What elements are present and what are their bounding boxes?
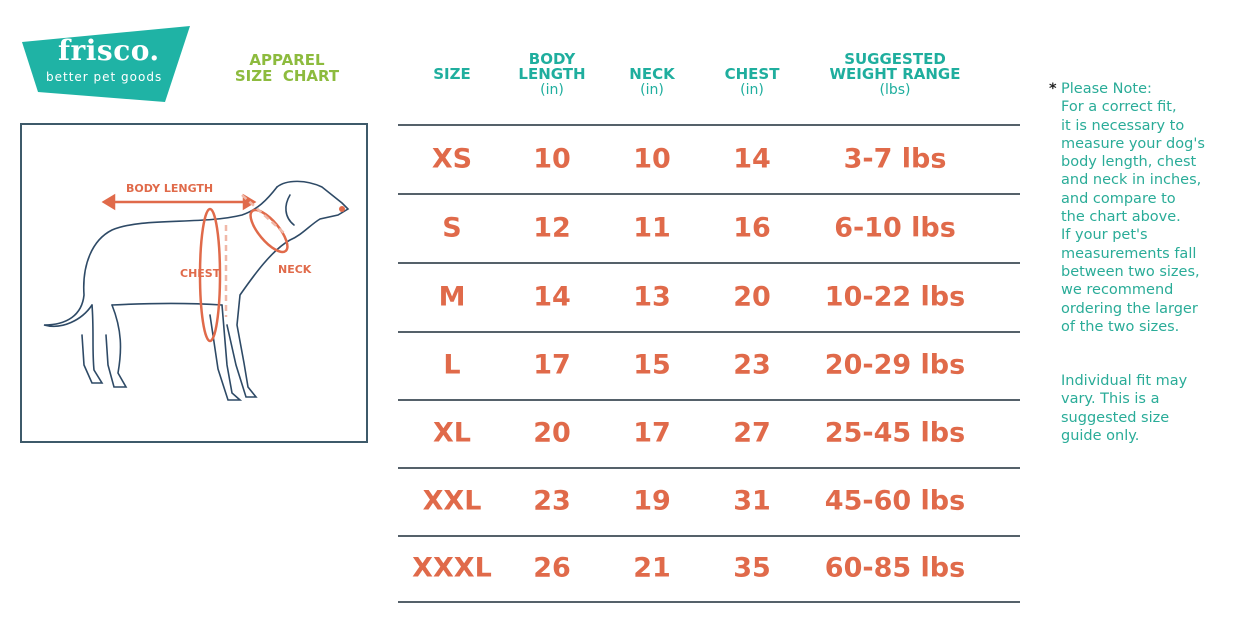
column-header: NECK (in) xyxy=(629,67,674,98)
size-cell: M xyxy=(438,281,466,312)
body-length-cell: 12 xyxy=(533,212,571,243)
row-divider xyxy=(398,262,1020,264)
header-unit: (lbs) xyxy=(879,82,911,98)
header-label: NECK xyxy=(629,65,675,83)
column-header: BODY LENGTH (in) xyxy=(518,52,585,98)
neck-cell: 19 xyxy=(633,485,671,517)
dog-measurement-diagram: BODY LENGTH CHEST NECK xyxy=(20,123,368,443)
header-label: WEIGHT RANGE xyxy=(829,65,961,83)
header-label: BODY xyxy=(528,50,576,68)
weight-range-cell: 45-60 lbs xyxy=(824,485,966,517)
note-line: and compare to xyxy=(1061,190,1176,207)
row-divider xyxy=(398,467,1020,469)
body-length-cell: 17 xyxy=(533,349,571,381)
chest-cell: 35 xyxy=(733,552,771,584)
fit-note: * Please Note: For a correct fit, it is n… xyxy=(1049,80,1241,445)
size-cell: XXL xyxy=(422,485,482,517)
column-header: CHEST (in) xyxy=(725,67,780,98)
neck-cell: 17 xyxy=(633,417,671,449)
column-header: SIZE xyxy=(433,67,471,82)
row-divider xyxy=(398,193,1020,195)
header-unit: (in) xyxy=(740,82,764,98)
chart-title: APPAREL SIZE CHART xyxy=(224,52,350,84)
brand-name: frisco. xyxy=(58,34,160,67)
note-line: and neck in inches, xyxy=(1061,172,1202,189)
neck-cell: 15 xyxy=(633,349,671,381)
chest-cell: 20 xyxy=(733,281,771,312)
row-divider xyxy=(398,535,1020,537)
chest-cell: 27 xyxy=(733,417,771,449)
dog-illustration xyxy=(43,180,350,401)
note-line: between two sizes, xyxy=(1061,263,1200,280)
asterisk: * xyxy=(1049,81,1057,97)
chest-label: CHEST xyxy=(180,267,221,280)
chest-cell: 31 xyxy=(733,485,771,517)
header-unit: (in) xyxy=(540,82,564,98)
chest-cell: 14 xyxy=(733,143,771,174)
note-line: suggested size xyxy=(1061,409,1170,426)
neck-label: NECK xyxy=(278,263,312,276)
note-line: of the two sizes. xyxy=(1061,318,1180,335)
weight-range-cell: 6-10 lbs xyxy=(834,212,956,243)
note-line: it is necessary to xyxy=(1061,117,1185,134)
header-label: LENGTH xyxy=(518,65,586,83)
body-length-cell: 26 xyxy=(533,552,571,584)
row-divider xyxy=(398,399,1020,401)
neck-cell: 10 xyxy=(633,143,671,174)
note-line: the chart above. xyxy=(1061,209,1181,226)
body-length-cell: 10 xyxy=(533,143,571,174)
neck-cell: 21 xyxy=(633,552,671,584)
size-cell: S xyxy=(442,212,462,243)
weight-range-cell: 20-29 lbs xyxy=(824,349,966,381)
title-line-2: SIZE CHART xyxy=(234,67,340,85)
row-divider xyxy=(398,331,1020,333)
frisco-logo: frisco. better pet goods xyxy=(20,26,202,102)
weight-range-cell: 25-45 lbs xyxy=(824,417,966,449)
size-cell: XXXL xyxy=(412,552,492,584)
weight-range-cell: 10-22 lbs xyxy=(824,281,966,312)
size-cell: XS xyxy=(431,143,473,174)
weight-range-cell: 3-7 lbs xyxy=(843,143,947,174)
size-cell: L xyxy=(443,349,461,381)
body-length-cell: 20 xyxy=(533,417,571,449)
note-line: Individual fit may xyxy=(1061,373,1188,390)
header-label: CHEST xyxy=(724,65,780,83)
body-length-cell: 14 xyxy=(533,281,571,312)
row-divider xyxy=(398,124,1020,126)
note-line: ordering the larger xyxy=(1061,300,1198,317)
note-line: measure your dog's xyxy=(1061,135,1205,152)
body-length-label: BODY LENGTH xyxy=(126,182,214,195)
size-cell: XL xyxy=(432,417,472,449)
note-heading: Please Note: xyxy=(1061,81,1152,97)
weight-range-cell: 60-85 lbs xyxy=(824,552,966,584)
header-unit: (in) xyxy=(640,82,664,98)
body-length-cell: 23 xyxy=(533,485,571,517)
note-line: vary. This is a xyxy=(1061,391,1160,408)
brand-tagline: better pet goods xyxy=(46,70,163,84)
title-line-1: APPAREL xyxy=(249,51,325,69)
neck-cell: 11 xyxy=(633,212,671,243)
neck-cell: 13 xyxy=(633,281,671,312)
note-line: For a correct fit, xyxy=(1061,99,1177,116)
chest-cell: 16 xyxy=(733,212,771,243)
column-header: SUGGESTED WEIGHT RANGE (lbs) xyxy=(830,52,961,98)
row-divider xyxy=(398,601,1020,603)
header-label: SIZE xyxy=(433,65,471,83)
note-line: body length, chest xyxy=(1061,154,1197,171)
note-line: guide only. xyxy=(1061,428,1140,445)
note-line: we recommend xyxy=(1061,282,1174,299)
header-label: SUGGESTED xyxy=(844,50,946,68)
note-line: measurements fall xyxy=(1061,245,1197,262)
note-line: If your pet's xyxy=(1061,227,1148,244)
chest-cell: 23 xyxy=(733,349,771,381)
